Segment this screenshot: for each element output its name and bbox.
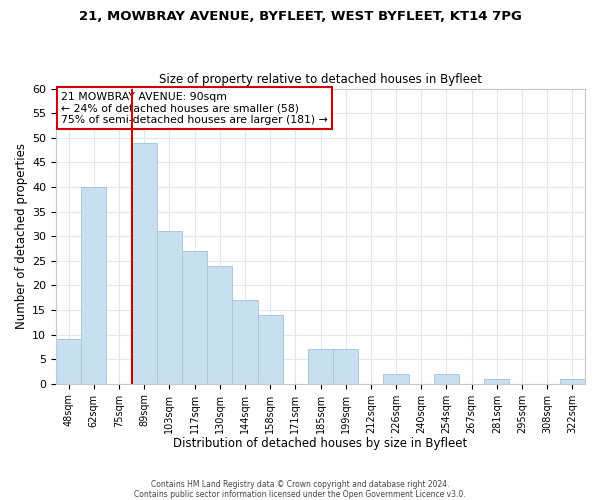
Title: Size of property relative to detached houses in Byfleet: Size of property relative to detached ho… <box>159 73 482 86</box>
Bar <box>383 374 409 384</box>
Text: 21 MOWBRAY AVENUE: 90sqm
← 24% of detached houses are smaller (58)
75% of semi-d: 21 MOWBRAY AVENUE: 90sqm ← 24% of detach… <box>61 92 328 124</box>
Bar <box>81 187 106 384</box>
Bar <box>232 300 257 384</box>
Bar <box>207 266 232 384</box>
Bar <box>257 315 283 384</box>
Bar <box>308 350 333 384</box>
X-axis label: Distribution of detached houses by size in Byfleet: Distribution of detached houses by size … <box>173 437 467 450</box>
Bar <box>434 374 459 384</box>
Text: Contains HM Land Registry data © Crown copyright and database right 2024.
Contai: Contains HM Land Registry data © Crown c… <box>134 480 466 499</box>
Y-axis label: Number of detached properties: Number of detached properties <box>15 143 28 329</box>
Bar <box>484 379 509 384</box>
Bar <box>182 251 207 384</box>
Bar <box>131 142 157 384</box>
Bar <box>157 231 182 384</box>
Bar <box>56 340 81 384</box>
Text: 21, MOWBRAY AVENUE, BYFLEET, WEST BYFLEET, KT14 7PG: 21, MOWBRAY AVENUE, BYFLEET, WEST BYFLEE… <box>79 10 521 23</box>
Bar <box>333 350 358 384</box>
Bar <box>560 379 585 384</box>
